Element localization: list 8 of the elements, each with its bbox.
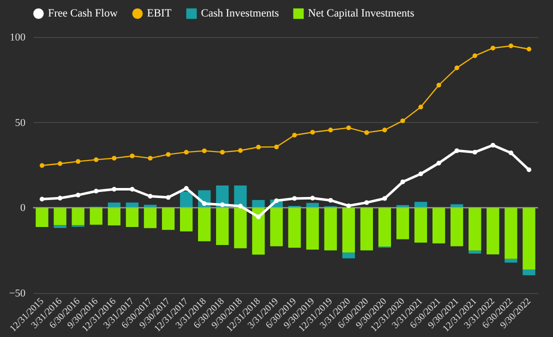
legend-label: Net Capital Investments [308, 8, 414, 20]
y-tick-label: 100 [10, 32, 26, 44]
legend-label: Free Cash Flow [48, 8, 118, 20]
y-tick-label: 0 [20, 203, 26, 214]
legend-label: Cash Investments [201, 8, 279, 20]
legend-label: EBIT [147, 8, 172, 20]
y-tick-label: −50 [9, 288, 26, 300]
y-tick-label: 50 [15, 118, 26, 129]
